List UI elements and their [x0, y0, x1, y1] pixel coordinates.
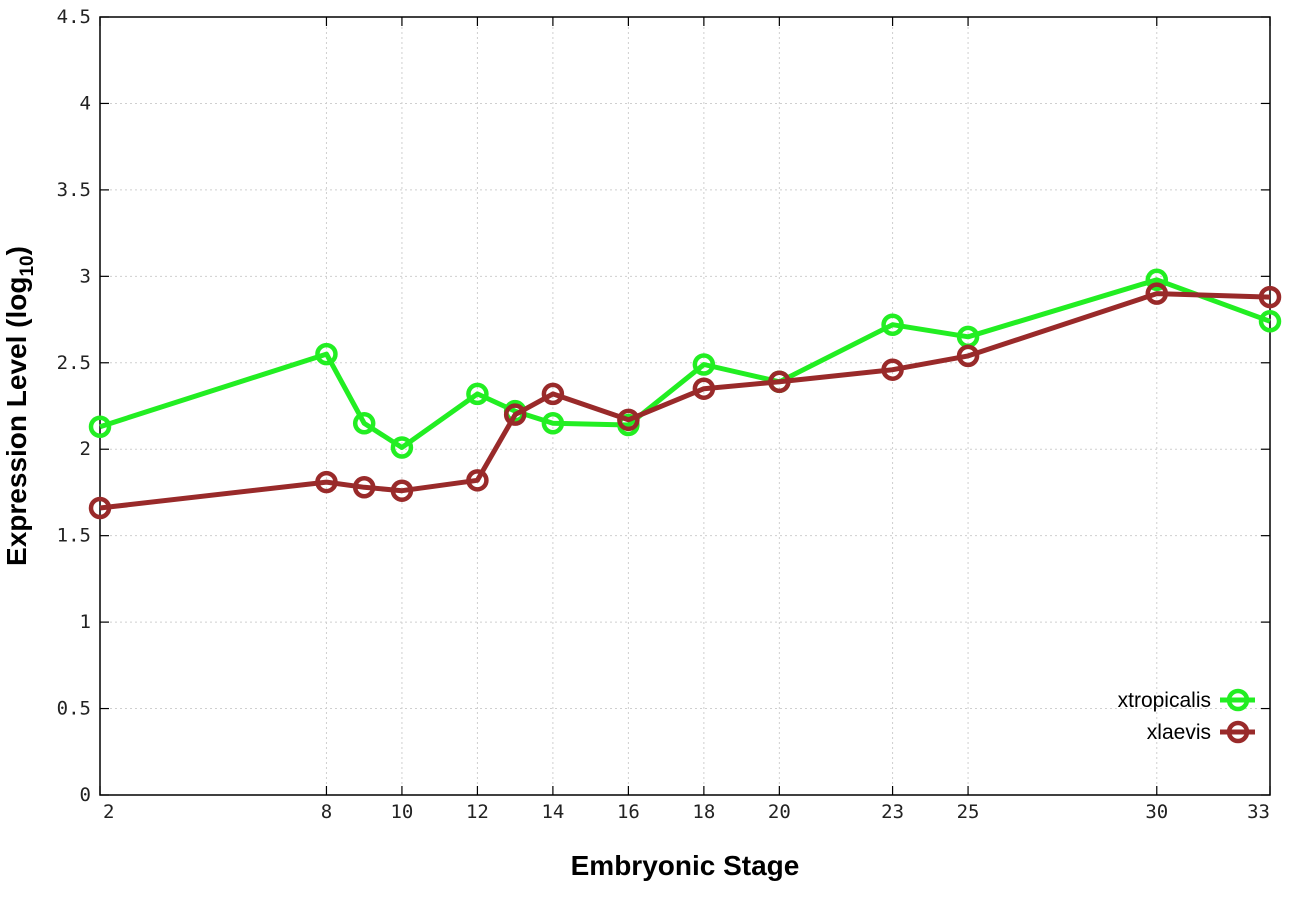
data-point-xlaevis: [617, 408, 640, 432]
series-line-xlaevis: [99, 291, 1271, 511]
x-tick-label: 8: [321, 801, 332, 823]
y-axis-title-subscript: 10: [17, 255, 38, 276]
data-point-xtropicalis: [541, 412, 565, 435]
y-tick-label: 2: [80, 438, 91, 460]
y-tick-label: 4: [80, 92, 91, 114]
data-point-xtropicalis: [1258, 310, 1282, 333]
x-tick-label: 10: [390, 801, 413, 823]
data-point-xlaevis: [881, 358, 904, 381]
axis-ticks: 0 0.5 1 1.5 2 2.5 3 3.5 4 4.5 2 8 10 12 14 16 18 20 23 25 30…: [57, 6, 1271, 823]
y-tick-label: 0.5: [57, 698, 91, 720]
data-point-xtropicalis: [692, 353, 716, 376]
x-tick-label: 18: [692, 801, 715, 823]
x-tick-label: 12: [466, 801, 489, 823]
data-point-xlaevis: [352, 476, 376, 499]
data-point-xlaevis: [692, 377, 716, 400]
legend-label: xlaevis: [1147, 721, 1211, 744]
data-point-xlaevis: [1145, 282, 1169, 305]
plot-frame: [99, 16, 1271, 796]
data-point-xtropicalis: [390, 436, 414, 459]
data-point-xlaevis: [1258, 285, 1282, 309]
data-point-xlaevis: [503, 403, 527, 426]
y-axis-title: Expression Level (log10): [1, 246, 38, 566]
data-point-xlaevis: [390, 479, 414, 502]
data-point-xtropicalis: [352, 412, 376, 435]
data-point-xlaevis: [541, 382, 565, 406]
x-tick-label: 2: [103, 801, 114, 823]
x-tick-label: 16: [617, 801, 640, 823]
legend-swatch-marker: [1226, 688, 1250, 712]
y-tick-label: 4.5: [57, 6, 91, 28]
data-point-xtropicalis: [315, 342, 338, 366]
y-tick-label: 2.5: [57, 352, 91, 374]
y-tick-label: 3.5: [57, 179, 91, 201]
data-point-xtropicalis: [466, 382, 489, 406]
x-tick-label: 20: [768, 801, 791, 823]
data-point-xlaevis: [315, 470, 338, 494]
data-point-xtropicalis: [88, 415, 112, 438]
data-point-xtropicalis: [881, 313, 904, 336]
x-tick-label: 14: [541, 801, 564, 823]
y-tick-label: 1: [80, 611, 91, 633]
series-line-xtropicalis: [99, 277, 1271, 450]
x-axis-title: Embryonic Stage: [571, 850, 800, 881]
x-tick-label: 25: [957, 801, 980, 823]
grid: [100, 17, 1270, 795]
y-tick-label: 0: [80, 784, 91, 806]
y-tick-label: 1.5: [57, 525, 91, 547]
y-axis-title-main: Expression Level (log: [1, 277, 32, 566]
series-lines: [88, 268, 1282, 520]
x-tick-label: 23: [881, 801, 904, 823]
y-axis-title-close: ): [1, 246, 32, 255]
y-tick-label: 3: [80, 265, 91, 287]
x-tick-label: 30: [1145, 801, 1168, 823]
data-point-xlaevis: [768, 370, 791, 394]
data-point-xlaevis: [88, 496, 112, 520]
legend-label: xtropicalis: [1118, 689, 1211, 712]
data-point-xtropicalis: [1145, 268, 1169, 292]
legend: xtropicalis xlaevis: [1118, 688, 1255, 744]
data-point-xlaevis: [466, 469, 489, 492]
data-point-xlaevis: [956, 344, 980, 368]
legend-swatch-marker: [1226, 720, 1250, 744]
x-tick-label: 33: [1247, 801, 1270, 823]
